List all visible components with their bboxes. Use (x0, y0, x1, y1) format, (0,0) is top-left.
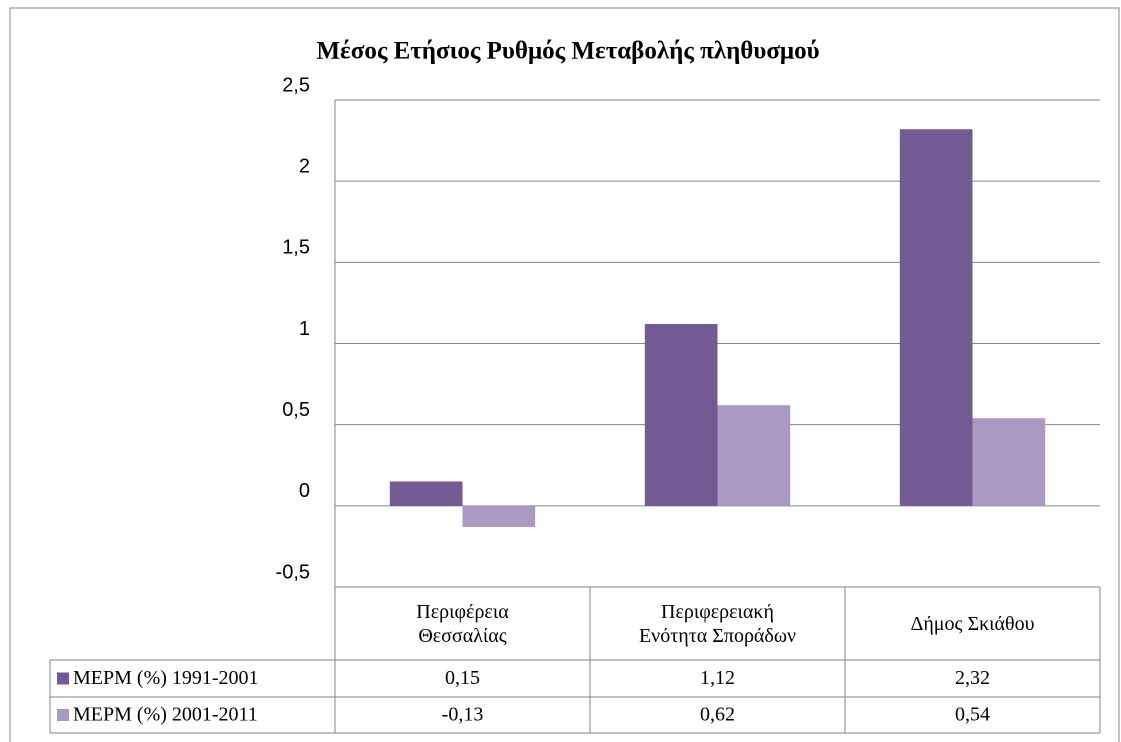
legend-swatch (57, 672, 69, 685)
bar (462, 505, 536, 527)
table-value: 2,32 (955, 667, 990, 689)
chart-border (9, 7, 1120, 742)
bar (644, 324, 718, 506)
y-tick-label: 0,5 (282, 399, 310, 421)
table-value: 0,62 (700, 704, 735, 726)
category-text: Περιφέρεια Θεσσαλίας (416, 600, 509, 647)
bar (717, 405, 791, 506)
y-tick-label: 2 (299, 155, 310, 177)
table-value: 1,12 (700, 667, 735, 689)
y-tick-label: 2,5 (282, 74, 310, 96)
table-value: 0,54 (955, 704, 990, 726)
category-text: Περιφερειακή Ενότητα Σποράδων (638, 600, 797, 647)
bar (972, 418, 1046, 506)
bar (389, 481, 463, 506)
category-text: Δήμος Σκιάθου (910, 612, 1035, 635)
y-tick-label: -0,5 (276, 561, 310, 583)
y-tick-label: 0 (299, 480, 310, 502)
table-value: -0,13 (442, 704, 484, 726)
y-tick-label: 1,5 (282, 237, 310, 259)
legend-label: ΜΕΡΜ (%) 1991-2001 (73, 667, 259, 689)
legend-label: ΜΕΡΜ (%) 2001-2011 (73, 704, 258, 726)
x-tick-label: Περιφέρεια Θεσσαλίας (335, 587, 590, 660)
y-tick-label: 1 (299, 318, 310, 340)
x-tick-label: Δήμος Σκιάθου (845, 587, 1100, 660)
legend-swatch (57, 709, 69, 721)
table-value: 0,15 (445, 667, 480, 689)
x-tick-label: Περιφερειακή Ενότητα Σποράδων (590, 587, 845, 660)
bar (899, 129, 973, 506)
chart-title: Μέσος Ετήσιος Ρυθμός Μεταβολής πληθυσμού (316, 38, 819, 65)
